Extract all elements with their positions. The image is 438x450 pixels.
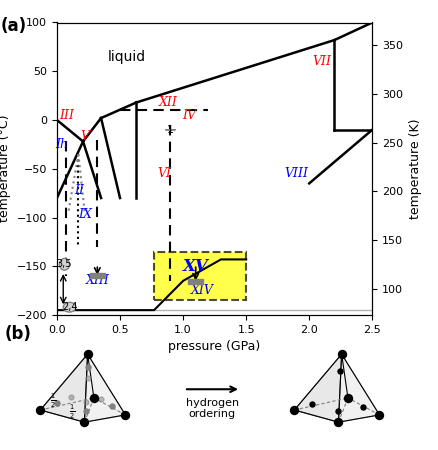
- Text: (a): (a): [0, 17, 26, 35]
- Ellipse shape: [60, 258, 70, 270]
- Bar: [154, 252, 246, 301]
- Text: VIII: VIII: [285, 167, 309, 180]
- Text: Ih: Ih: [56, 138, 68, 151]
- Polygon shape: [294, 354, 342, 422]
- Text: IV: IV: [182, 108, 196, 122]
- Text: II: II: [74, 184, 85, 197]
- Polygon shape: [85, 354, 125, 422]
- Text: III: III: [60, 108, 74, 122]
- Text: liquid: liquid: [107, 50, 145, 63]
- Bar: [188, 279, 203, 284]
- Text: XV: XV: [183, 258, 208, 275]
- Text: VII: VII: [312, 55, 331, 68]
- Text: V: V: [80, 130, 89, 143]
- Text: IX: IX: [78, 208, 92, 221]
- Text: 1: 1: [167, 125, 174, 135]
- Polygon shape: [40, 354, 88, 422]
- Text: $\frac{1}{2}$: $\frac{1}{2}$: [50, 392, 56, 410]
- Text: XII: XII: [159, 96, 177, 109]
- Text: 3,5: 3,5: [57, 259, 72, 269]
- Text: (b): (b): [4, 325, 31, 343]
- Text: XIV: XIV: [191, 284, 213, 297]
- Text: $\frac{1}{2}$: $\frac{1}{2}$: [69, 403, 75, 421]
- Y-axis label: temperature (K): temperature (K): [409, 118, 422, 219]
- X-axis label: pressure (GPa): pressure (GPa): [169, 340, 261, 353]
- Y-axis label: temperature (°C): temperature (°C): [0, 115, 11, 222]
- Ellipse shape: [63, 302, 76, 312]
- Text: XIII: XIII: [85, 274, 109, 288]
- Text: 2,4: 2,4: [62, 302, 77, 312]
- Bar: [90, 273, 105, 278]
- Text: hydrogen
ordering: hydrogen ordering: [186, 398, 239, 419]
- Polygon shape: [339, 354, 379, 422]
- Text: VI: VI: [157, 167, 171, 180]
